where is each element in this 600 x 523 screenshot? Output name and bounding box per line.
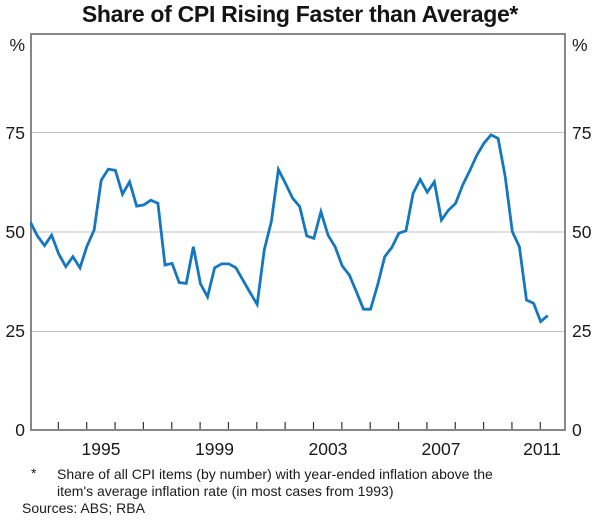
cpi-share-line-series xyxy=(30,133,549,324)
y-axis-unit-left: % xyxy=(9,35,25,55)
x-tick-2007: 2007 xyxy=(421,439,461,459)
y-tick-right-25: 25 xyxy=(572,320,592,341)
footnote-marker: * xyxy=(31,465,37,481)
x-tick-2011: 2011 xyxy=(523,439,561,459)
plot-area xyxy=(30,33,566,431)
y-tick-left-25: 25 xyxy=(5,320,25,341)
chart-title: Share of CPI Rising Faster than Average* xyxy=(81,1,519,27)
y-tick-right-50: 50 xyxy=(572,221,592,242)
footnote-line-1: Share of all CPI items (by number) with … xyxy=(57,466,493,482)
y-tick-left-50: 50 xyxy=(5,221,25,242)
y-tick-left-0: 0 xyxy=(15,420,25,440)
y-tick-right-0: 0 xyxy=(572,420,582,440)
x-tick-1995: 1995 xyxy=(81,439,121,459)
x-tick-1999: 1999 xyxy=(195,439,234,459)
y-axis-unit-right: % xyxy=(572,35,588,55)
x-tick-2003: 2003 xyxy=(308,439,348,459)
sources-note: Sources: ABS; RBA xyxy=(22,500,145,516)
y-tick-left-75: 75 xyxy=(5,122,25,143)
footnote-line-2: item's average inflation rate (in most c… xyxy=(57,483,394,499)
plot-frame xyxy=(30,33,566,431)
y-tick-right-75: 75 xyxy=(572,122,592,143)
